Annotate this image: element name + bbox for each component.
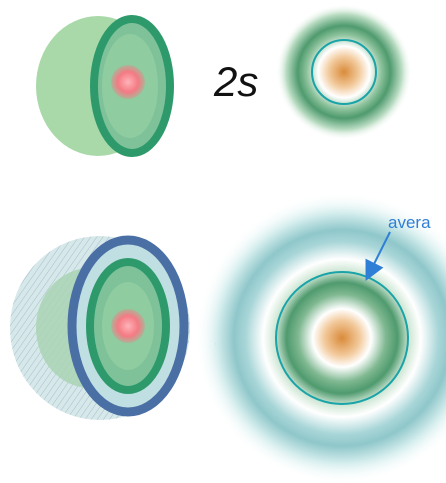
density-plot-2s [276, 4, 412, 140]
nucleus-2s [111, 65, 145, 99]
annotation-arrow [365, 231, 391, 281]
cutaway-sphere-3s [10, 235, 190, 420]
density-cloud-3s [196, 192, 446, 483]
orbital-label-2s: 2s [213, 58, 258, 105]
cutaway-sphere-2s [36, 15, 174, 157]
annotation-text: avera [388, 213, 431, 232]
density-cloud-2s [276, 4, 412, 140]
inner-node-ring-3s [86, 258, 170, 394]
density-plot-3s [196, 192, 446, 483]
outer-node-ring-3s [67, 235, 189, 417]
radius-circle-2s [311, 39, 377, 105]
average-radius-annotation: avera [365, 213, 431, 281]
nucleus-3s [111, 309, 145, 343]
node-ring-2s [90, 15, 174, 157]
radius-circle-3s [275, 271, 409, 405]
